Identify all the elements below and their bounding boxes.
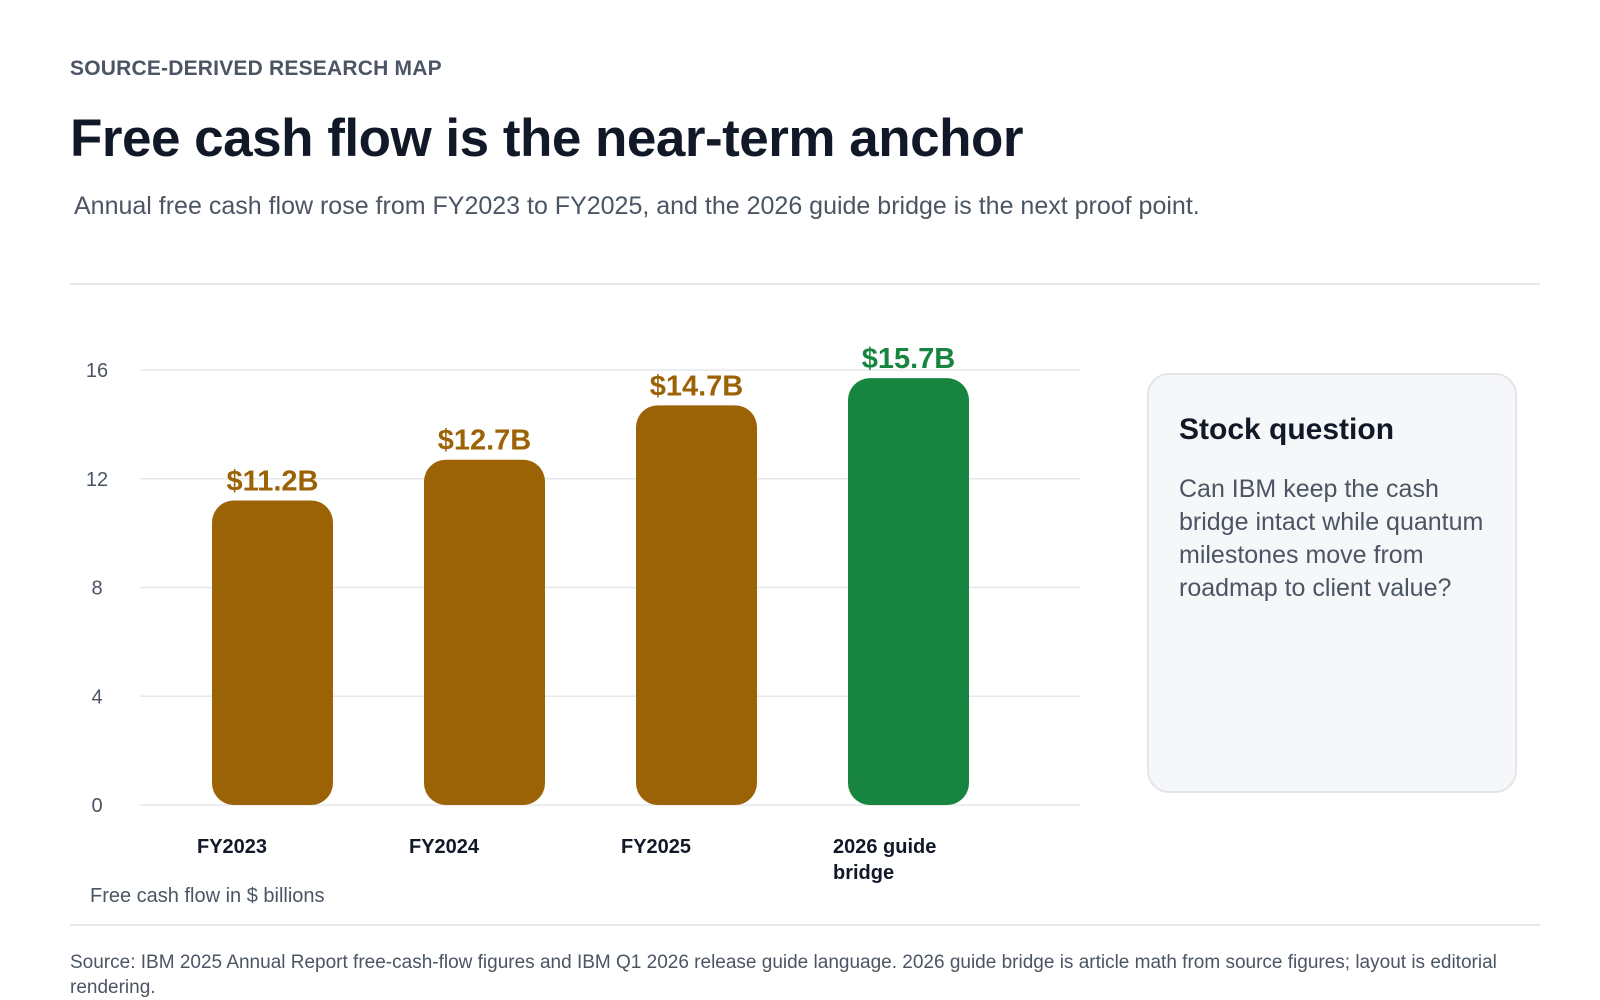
category-label: FY2025 [621,836,691,858]
kicker-label: SOURCE-DERIVED RESEARCH MAP [70,57,442,80]
y-tick-label: 12 [86,469,108,491]
unit-note: Free cash flow in $ billions [90,885,325,907]
value-label: $12.7B [438,425,532,457]
callout-title: Stock question [1179,413,1395,446]
bar-fy2023 [212,500,333,805]
value-label: $14.7B [650,370,744,402]
value-label: $15.7B [862,343,956,375]
category-label: FY2023 [197,836,267,858]
top-divider [70,283,1540,285]
stock-question-card: Stock question Can IBM keep the cash bri… [1147,373,1517,793]
y-axis-ticks: 0 4 8 12 16 [86,360,108,817]
bar-fy2025 [636,405,757,805]
y-tick-label: 8 [91,578,102,600]
page-subtitle: Annual free cash flow rose from FY2023 t… [74,192,1200,220]
category-label: 2026 guide bridge [833,836,936,884]
bar-fy2024 [424,459,545,805]
value-labels: $11.2B $12.7B $14.7B $15.7B [227,343,956,497]
bottom-divider [70,924,1540,926]
value-label: $11.2B [227,466,319,498]
source-note: Source: IBM 2025 Annual Report free-cash… [70,952,1497,998]
y-tick-label: 0 [91,795,102,817]
category-labels: FY2023 FY2024 FY2025 2026 guide bridge [197,836,936,884]
page-title: Free cash flow is the near-term anchor [70,109,1023,168]
category-label: FY2024 [409,836,480,858]
callout-body: Can IBM keep the cash bridge intact whil… [1179,475,1484,602]
y-tick-label: 16 [86,360,108,382]
y-tick-label: 4 [91,686,102,708]
bar-2026-guide-bridge [848,378,969,805]
bars [212,378,969,805]
